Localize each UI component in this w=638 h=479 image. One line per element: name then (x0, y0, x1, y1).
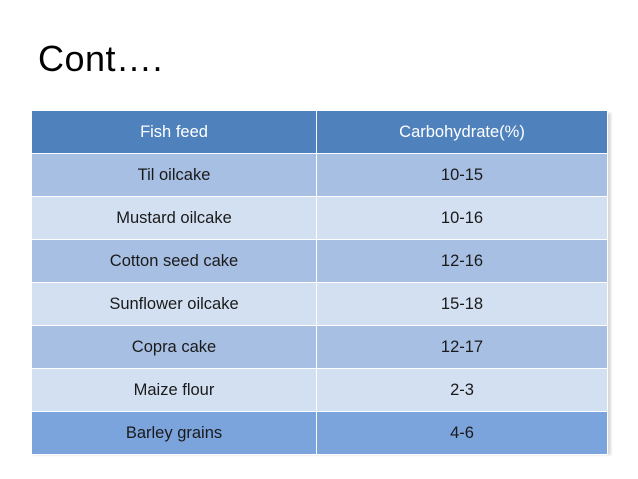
cell-fish-feed: Sunflower oilcake (31, 282, 317, 326)
slide-title: Cont…. (38, 38, 164, 79)
carbohydrate-table: Fish feed Carbohydrate(%) Til oilcake 10… (31, 110, 608, 455)
cell-carbohydrate: 2-3 (316, 368, 608, 412)
cell-fish-feed: Mustard oilcake (31, 196, 317, 240)
cell-fish-feed: Cotton seed cake (31, 239, 317, 283)
header-carbohydrate: Carbohydrate(%) (316, 110, 608, 154)
cell-fish-feed: Til oilcake (31, 153, 317, 197)
cell-carbohydrate: 4-6 (316, 411, 608, 455)
table-row: Copra cake 12-17 (31, 325, 608, 369)
cell-fish-feed: Copra cake (31, 325, 317, 369)
cell-carbohydrate: 12-16 (316, 239, 608, 283)
table-row: Maize flour 2-3 (31, 368, 608, 412)
cell-carbohydrate: 10-15 (316, 153, 608, 197)
cell-carbohydrate: 10-16 (316, 196, 608, 240)
table-row: Mustard oilcake 10-16 (31, 196, 608, 240)
table-row: Cotton seed cake 12-16 (31, 239, 608, 283)
header-fish-feed: Fish feed (31, 110, 317, 154)
cell-fish-feed: Barley grains (31, 411, 317, 455)
table-row: Sunflower oilcake 15-18 (31, 282, 608, 326)
table-row: Til oilcake 10-15 (31, 153, 608, 197)
table-header-row: Fish feed Carbohydrate(%) (31, 110, 608, 154)
cell-carbohydrate: 12-17 (316, 325, 608, 369)
cell-fish-feed: Maize flour (31, 368, 317, 412)
table-row: Barley grains 4-6 (31, 411, 608, 455)
cell-carbohydrate: 15-18 (316, 282, 608, 326)
